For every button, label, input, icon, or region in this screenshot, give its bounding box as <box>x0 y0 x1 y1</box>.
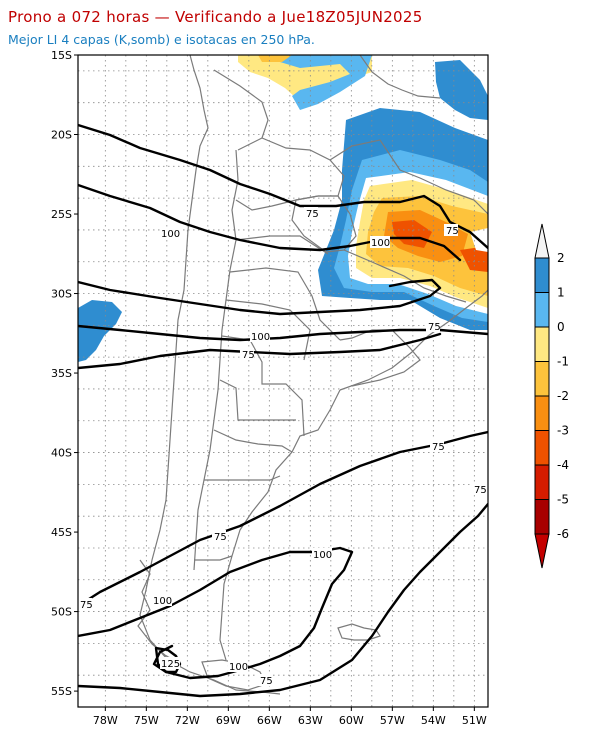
border-bolivia <box>235 137 345 211</box>
lon-tick-label: 51W <box>462 714 487 727</box>
colorbar-label: 2 <box>557 251 565 265</box>
isotach-contours <box>78 123 488 698</box>
colorbar-box <box>534 395 550 431</box>
lon-tick-label: 69W <box>216 714 241 727</box>
contour-label: 75 <box>260 676 273 687</box>
li-region-north <box>238 55 372 98</box>
latitude-labels: 15S 20S 25S 30S 35S 40S 45S 50S 55S <box>51 49 78 698</box>
colorbar-label: 0 <box>557 320 565 334</box>
colorbar-box <box>534 257 550 293</box>
province-lines-5 <box>219 379 296 421</box>
li-region-pacific <box>78 300 122 362</box>
province-lines-7 <box>204 475 281 481</box>
lon-tick-label: 54W <box>421 714 446 727</box>
coastline-uruguay <box>339 289 488 391</box>
lon-tick-label: 60W <box>339 714 364 727</box>
brazil-coast-north <box>359 55 441 99</box>
contour-label: 75 <box>214 532 227 543</box>
province-lines-3 <box>225 299 311 361</box>
lat-tick-label: 40S <box>51 447 72 460</box>
lat-tick-label: 25S <box>51 208 72 221</box>
isotach-75-south-2 <box>78 502 488 698</box>
coastline-east <box>219 389 341 661</box>
colorbar-box <box>534 499 550 535</box>
contour-label: 75 <box>432 442 445 453</box>
contour-label: 75 <box>80 600 93 611</box>
province-lines-1 <box>235 235 329 255</box>
contour-label: 75 <box>428 322 441 333</box>
lon-tick-label: 75W <box>134 714 159 727</box>
contour-label: 125 <box>161 659 180 670</box>
li-region-main-red-2 <box>460 246 488 272</box>
isotach-100-south <box>78 546 354 680</box>
contour-label: 75 <box>242 350 255 361</box>
contour-label: 100 <box>371 238 390 249</box>
brazil-lines <box>329 139 488 215</box>
lat-lon-grid <box>78 55 488 707</box>
colorbar-label: -6 <box>557 527 569 541</box>
province-lines-2 <box>229 267 341 341</box>
isotach-75-north <box>78 123 488 250</box>
li-region-ne-blue <box>435 60 488 120</box>
colorbar-top-arrow <box>534 223 550 259</box>
lon-tick-label: 72W <box>175 714 200 727</box>
malvinas <box>337 623 381 641</box>
colorbar-box <box>534 292 550 328</box>
isotach-100-north <box>78 183 462 262</box>
chile-islands <box>137 559 181 663</box>
colorbar-label: -3 <box>557 424 569 438</box>
contour-label: 75 <box>446 226 459 237</box>
isotach-75-south-of-jet <box>78 278 442 316</box>
isotach-100-core <box>78 324 488 342</box>
contour-label: 75 <box>474 485 487 496</box>
chart-subtitle: Mejor LI 4 capas (K,somb) e isotacas en … <box>8 32 315 47</box>
lat-tick-label: 15S <box>51 49 72 62</box>
lon-tick-label: 63W <box>298 714 323 727</box>
province-lines-6 <box>213 429 293 453</box>
contour-label: 100 <box>161 229 180 240</box>
colorbar-label: -4 <box>557 458 569 472</box>
lon-tick-label: 66W <box>257 714 282 727</box>
colorbar-box <box>534 326 550 362</box>
plot-frame <box>77 54 489 708</box>
border-paraguay <box>291 195 357 253</box>
longitude-labels: 78W 75W 72W 69W 66W 63W 60W 57W 54W 51W <box>93 707 487 727</box>
lat-tick-label: 55S <box>51 685 72 698</box>
isotach-75-mid <box>78 332 442 370</box>
colorbar-label: 1 <box>557 286 565 300</box>
contour-label: 75 <box>306 209 319 220</box>
contour-label: 100 <box>313 550 332 561</box>
uruguay-border <box>339 329 421 387</box>
colorbar-bottom-arrow <box>534 533 550 569</box>
border-bolivia-north <box>213 69 269 139</box>
contour-label: 100 <box>153 596 172 607</box>
colorbar-label: -1 <box>557 355 569 369</box>
lat-tick-label: 30S <box>51 288 72 301</box>
border-chile-argentina <box>193 149 239 571</box>
chart-title: Prono a 072 horas — Verificando a Jue18Z… <box>8 8 423 26</box>
colorbar-box <box>534 464 550 500</box>
lat-tick-label: 35S <box>51 367 72 380</box>
isotach-labels: 75 100 100 75 75 100 75 75 75 75 100 100… <box>78 207 487 687</box>
colorbar-box <box>534 430 550 466</box>
province-lines-8 <box>194 555 233 561</box>
li-region-north-blue <box>268 55 372 110</box>
lat-tick-label: 45S <box>51 526 72 539</box>
li-region-main-red <box>392 220 432 248</box>
lon-tick-label: 78W <box>93 714 118 727</box>
contour-label: 100 <box>229 662 248 673</box>
colorbar-label: -5 <box>557 493 569 507</box>
lon-tick-label: 57W <box>380 714 405 727</box>
lat-tick-label: 50S <box>51 606 72 619</box>
colorbar-box <box>534 361 550 397</box>
colorbar: 2 1 0 -1 -2 -3 -4 -5 -6 <box>534 223 569 569</box>
contour-label: 100 <box>251 332 270 343</box>
li-shading <box>78 55 488 362</box>
lat-tick-label: 20S <box>51 129 72 142</box>
li-region-north-orange <box>258 55 292 62</box>
colorbar-label: -2 <box>557 389 569 403</box>
